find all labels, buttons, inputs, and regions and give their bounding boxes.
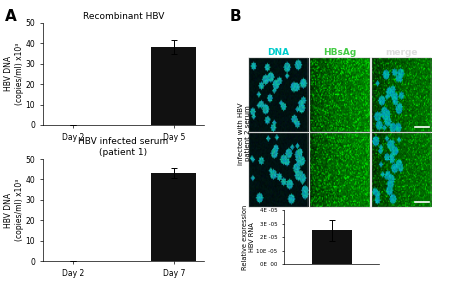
Text: infected with HBV
patient 2 serum: infected with HBV patient 2 serum [237, 102, 251, 165]
Text: A: A [5, 9, 17, 24]
Text: B: B [230, 9, 242, 24]
Title: Recombinant HBV: Recombinant HBV [82, 12, 164, 20]
Y-axis label: HBV DNA
(copies/ml) x10³: HBV DNA (copies/ml) x10³ [4, 43, 24, 105]
Title: HBV infected serum
(patient 1): HBV infected serum (patient 1) [78, 137, 168, 157]
Bar [312, 230, 352, 264]
Title: HBsAg: HBsAg [323, 49, 357, 57]
Y-axis label: HBV DNA
(copies/ml) x10³: HBV DNA (copies/ml) x10³ [4, 179, 24, 241]
Bar [151, 47, 197, 125]
Title: merge: merge [385, 49, 418, 57]
Bar [151, 173, 197, 261]
Y-axis label: Relative expression
HBV RNA: Relative expression HBV RNA [242, 204, 255, 270]
Title: DNA: DNA [267, 49, 290, 57]
